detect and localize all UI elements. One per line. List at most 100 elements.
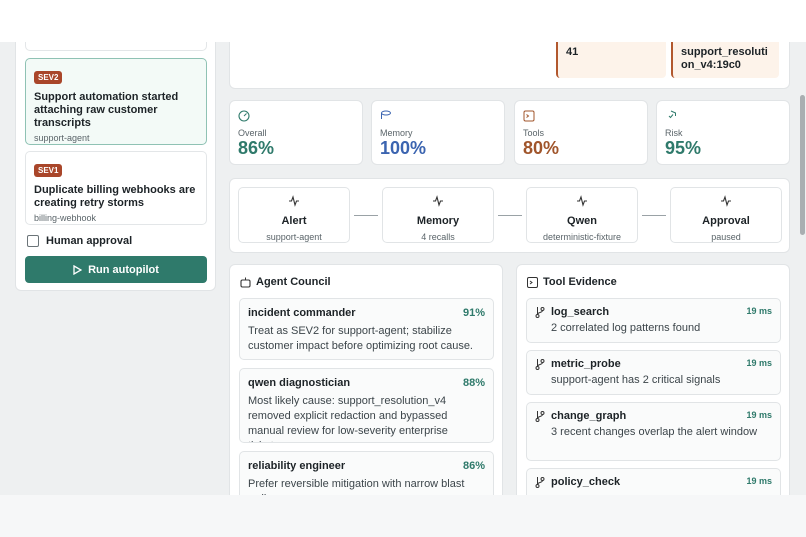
agent-score: 91% (462, 307, 485, 319)
tool-name: policy_check (551, 476, 621, 488)
tool-header: change_graph 19 ms (551, 410, 772, 422)
metric-value: 86% (238, 138, 275, 158)
bot-icon (240, 277, 251, 288)
section-heading: Tool Evidence (543, 276, 617, 288)
tool-latency: 19 ms (746, 410, 772, 420)
tool-card: change_graph 19 ms 3 recent changes overla… (526, 402, 781, 461)
tools-card: Tool Evidence log_search 19 ms 2 correlate… (516, 264, 790, 495)
step-name: Approval (702, 215, 750, 227)
step-detail: paused (711, 232, 741, 242)
pipeline-step: Alert support-agent (238, 187, 350, 243)
incident-card[interactable]: SEV2 Support automation started attachin… (25, 58, 207, 145)
incident-card[interactable]: SEV1 Duplicate billing webhooks are crea… (25, 151, 207, 225)
incident-title: Duplicate billing webhooks are creating … (34, 184, 196, 209)
agent-score: 88% (462, 377, 485, 389)
council-card: Agent Council incident commander 91% Treat… (229, 264, 503, 495)
tool-text: 3 recent changes overlap the alert windo… (551, 426, 758, 438)
agent-header: qwen diagnostician 88% (248, 377, 485, 389)
metric-value: 80% (523, 138, 560, 158)
tool-header: log_search 19 ms (551, 306, 772, 318)
incident-title: Support automation started attaching raw… (34, 91, 179, 129)
metric-label: Tools (523, 128, 545, 138)
agent-score: 86% (462, 460, 485, 472)
step-icon (433, 195, 443, 207)
metric-icon (668, 110, 676, 119)
step-detail: 4 recalls (421, 232, 455, 242)
agent-header: reliability engineer 86% (248, 460, 485, 472)
step-name: Qwen (567, 215, 597, 227)
tool-text: support-agent has 2 critical signals (551, 374, 721, 386)
version-box: support_resolution_v4:19c0 (671, 42, 779, 78)
metric-label: Risk (665, 128, 683, 138)
agent-name: qwen diagnostician (248, 377, 351, 389)
metric-card: Overall 86% (229, 100, 363, 165)
metric-icon (238, 110, 250, 122)
incident-card-partial (25, 42, 207, 51)
checkbox-label: Human approval (46, 235, 133, 247)
tool-name: log_search (551, 306, 610, 318)
metric-icon (523, 110, 535, 122)
step-icon (289, 195, 299, 207)
version-value: support_resolution_v4:19c0 (681, 46, 768, 71)
section-heading: Agent Council (256, 276, 331, 288)
scrollbar-thumb[interactable] (800, 95, 805, 235)
viewport: SEV2 Support automation started attachin… (0, 42, 806, 495)
agent-card: reliability engineer 86% Prefer reversible… (239, 451, 494, 495)
count-box: 41 (556, 42, 666, 78)
tool-latency: 19 ms (746, 476, 772, 486)
severity-badge: SEV1 (34, 164, 63, 177)
play-icon (73, 264, 83, 275)
agent-card: qwen diagnostician 88% Most likely cause: … (239, 368, 494, 443)
incident-service: support-agent (34, 133, 90, 143)
metric-value: 100% (380, 138, 427, 158)
incident-service: billing-webhook (34, 213, 97, 223)
metric-label: Overall (238, 128, 267, 138)
agent-header: incident commander 91% (248, 307, 485, 319)
run-button[interactable]: Run autopilot (25, 256, 207, 283)
summary-card: 41 support_resolution_v4:19c0 (229, 42, 790, 89)
tool-card: metric_probe 19 ms support-agent has 2 cri… (526, 350, 781, 395)
connector (498, 215, 522, 216)
run-button-label: Run autopilot (88, 263, 159, 276)
metric-label: Memory (380, 128, 413, 138)
pipeline-step: Qwen deterministic-fixture (526, 187, 638, 243)
agent-card: incident commander 91% Treat as SEV2 for s… (239, 298, 494, 360)
connector (642, 215, 666, 216)
metric-card: Memory 100% (371, 100, 505, 165)
pipeline-step: Memory 4 recalls (382, 187, 494, 243)
tool-latency: 19 ms (746, 306, 772, 316)
step-icon (721, 195, 731, 207)
metric-card: Tools 80% (514, 100, 648, 165)
agent-text: Prefer reversible mitigation with narrow… (248, 478, 465, 495)
tool-card: policy_check 19 ms (526, 468, 781, 495)
checkbox[interactable] (27, 235, 39, 247)
severity-badge: SEV2 (34, 71, 63, 84)
branch-icon (535, 477, 545, 488)
agent-name: incident commander (248, 307, 356, 319)
step-name: Alert (281, 215, 307, 227)
top-bar (0, 0, 806, 42)
pipeline-step: Approval paused (670, 187, 782, 243)
terminal-icon (527, 277, 538, 288)
tool-card: log_search 19 ms 2 correlated log patterns… (526, 298, 781, 343)
sidebar: SEV2 Support automation started attachin… (15, 42, 216, 291)
branch-icon (535, 359, 545, 370)
pipeline-card: Alert support-agent Memory 4 recalls Qwen det… (229, 178, 790, 253)
tool-header: metric_probe 19 ms (551, 358, 772, 370)
step-name: Memory (416, 215, 460, 227)
branch-icon (535, 411, 545, 422)
metric-icon (381, 110, 391, 119)
metric-card: Risk 95% (656, 100, 790, 165)
agent-text: Most likely cause: support_resolution_v4… (248, 395, 448, 442)
tool-name: change_graph (551, 410, 627, 422)
connector (354, 215, 378, 216)
agent-text: Treat as SEV2 for support-agent; stabili… (248, 325, 473, 352)
count-value: 41 (566, 46, 579, 58)
branch-icon (535, 307, 545, 318)
tool-text: 2 correlated log patterns found (551, 322, 701, 334)
tool-name: metric_probe (551, 358, 621, 370)
agent-name: reliability engineer (248, 460, 346, 472)
metric-value: 95% (665, 138, 702, 158)
tool-latency: 19 ms (746, 358, 772, 368)
step-icon (577, 195, 587, 207)
